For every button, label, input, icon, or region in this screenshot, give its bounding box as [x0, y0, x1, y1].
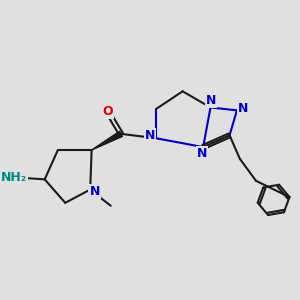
Polygon shape [92, 131, 122, 150]
Text: N: N [206, 94, 216, 107]
Text: N: N [145, 129, 155, 142]
Text: N: N [238, 102, 248, 116]
Text: O: O [103, 105, 113, 118]
Text: N: N [89, 184, 100, 198]
Text: NH₂: NH₂ [1, 171, 27, 184]
Text: N: N [196, 147, 207, 160]
